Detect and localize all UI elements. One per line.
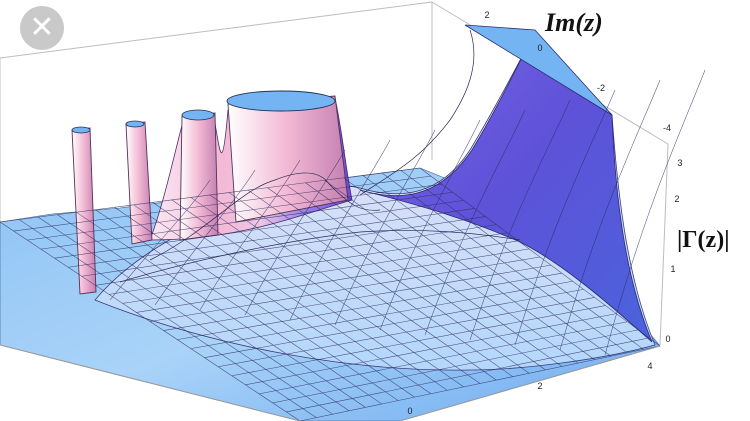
abs-axis-title: |Γ(z)| (677, 227, 729, 253)
contour-lines (119, 29, 521, 283)
im-axis-ticks: 2 0 -2 -4 (484, 10, 671, 133)
mesh-line (267, 187, 530, 374)
mesh-curve (109, 179, 211, 301)
mesh-curve (469, 99, 571, 341)
mesh-line (190, 281, 573, 349)
mesh-line (286, 337, 650, 413)
mesh-curve (559, 79, 661, 351)
mesh-line (245, 313, 617, 386)
mesh-line (259, 321, 628, 395)
mesh-line (177, 272, 562, 340)
mesh-line (305, 182, 562, 367)
abs-tick-label: 3 (677, 158, 682, 168)
im-tick-label: -4 (663, 123, 671, 133)
mesh-curve (154, 169, 256, 306)
mesh-line (343, 177, 595, 360)
mesh-curve (424, 109, 526, 336)
pole-cap-4 (226, 90, 336, 112)
mesh-curve (289, 139, 391, 321)
re-tick-label: 4 (647, 361, 652, 371)
pole-cap-2 (125, 120, 145, 128)
mesh-curve (604, 69, 706, 356)
abs-tick-label: 2 (674, 194, 679, 204)
abs-axis-ticks: 0 1 2 3 (665, 158, 682, 344)
mesh-curve (199, 159, 301, 311)
mesh-curve (514, 89, 616, 346)
abs-tick-label: 1 (670, 264, 675, 274)
mesh-curve (379, 119, 481, 331)
re-axis-ticks: 0 2 4 (407, 361, 652, 416)
surface-right-wall (359, 31, 653, 343)
pole-cap-3 (181, 109, 215, 121)
mesh-line (381, 172, 628, 354)
im-axis-title: Im(z) (544, 8, 603, 37)
re-tick-label: 2 (537, 381, 542, 391)
mesh-line (218, 297, 595, 367)
pole-spike-4 (227, 95, 349, 223)
close-button[interactable]: ✕ (20, 6, 64, 50)
mesh-line (400, 170, 644, 350)
im-tick-label: -2 (597, 83, 605, 93)
pole-spike-3 (179, 112, 219, 241)
mesh-line (228, 192, 497, 381)
mesh-line (272, 329, 639, 404)
mesh-line (231, 305, 606, 377)
mesh-line (204, 289, 584, 358)
mesh-curve (334, 129, 436, 326)
mesh-curve (244, 149, 346, 316)
mesh-line (149, 256, 541, 322)
surface-top-plateau (464, 24, 613, 116)
pole-cap-1 (71, 126, 91, 134)
mesh-line (163, 264, 551, 331)
close-icon: ✕ (29, 10, 55, 45)
im-tick-label: 2 (484, 10, 489, 20)
re-tick-label: 0 (407, 406, 412, 416)
mesh-line (286, 184, 546, 371)
abs-tick-label: 0 (665, 334, 670, 344)
front-edges (0, 344, 661, 421)
mesh-line (324, 180, 579, 364)
mesh-line (248, 189, 513, 377)
surface-mesh (0, 69, 706, 421)
mesh-line (419, 167, 661, 347)
mesh-line (299, 345, 661, 421)
mesh-line (362, 175, 612, 357)
im-tick-label: 0 (537, 43, 542, 53)
